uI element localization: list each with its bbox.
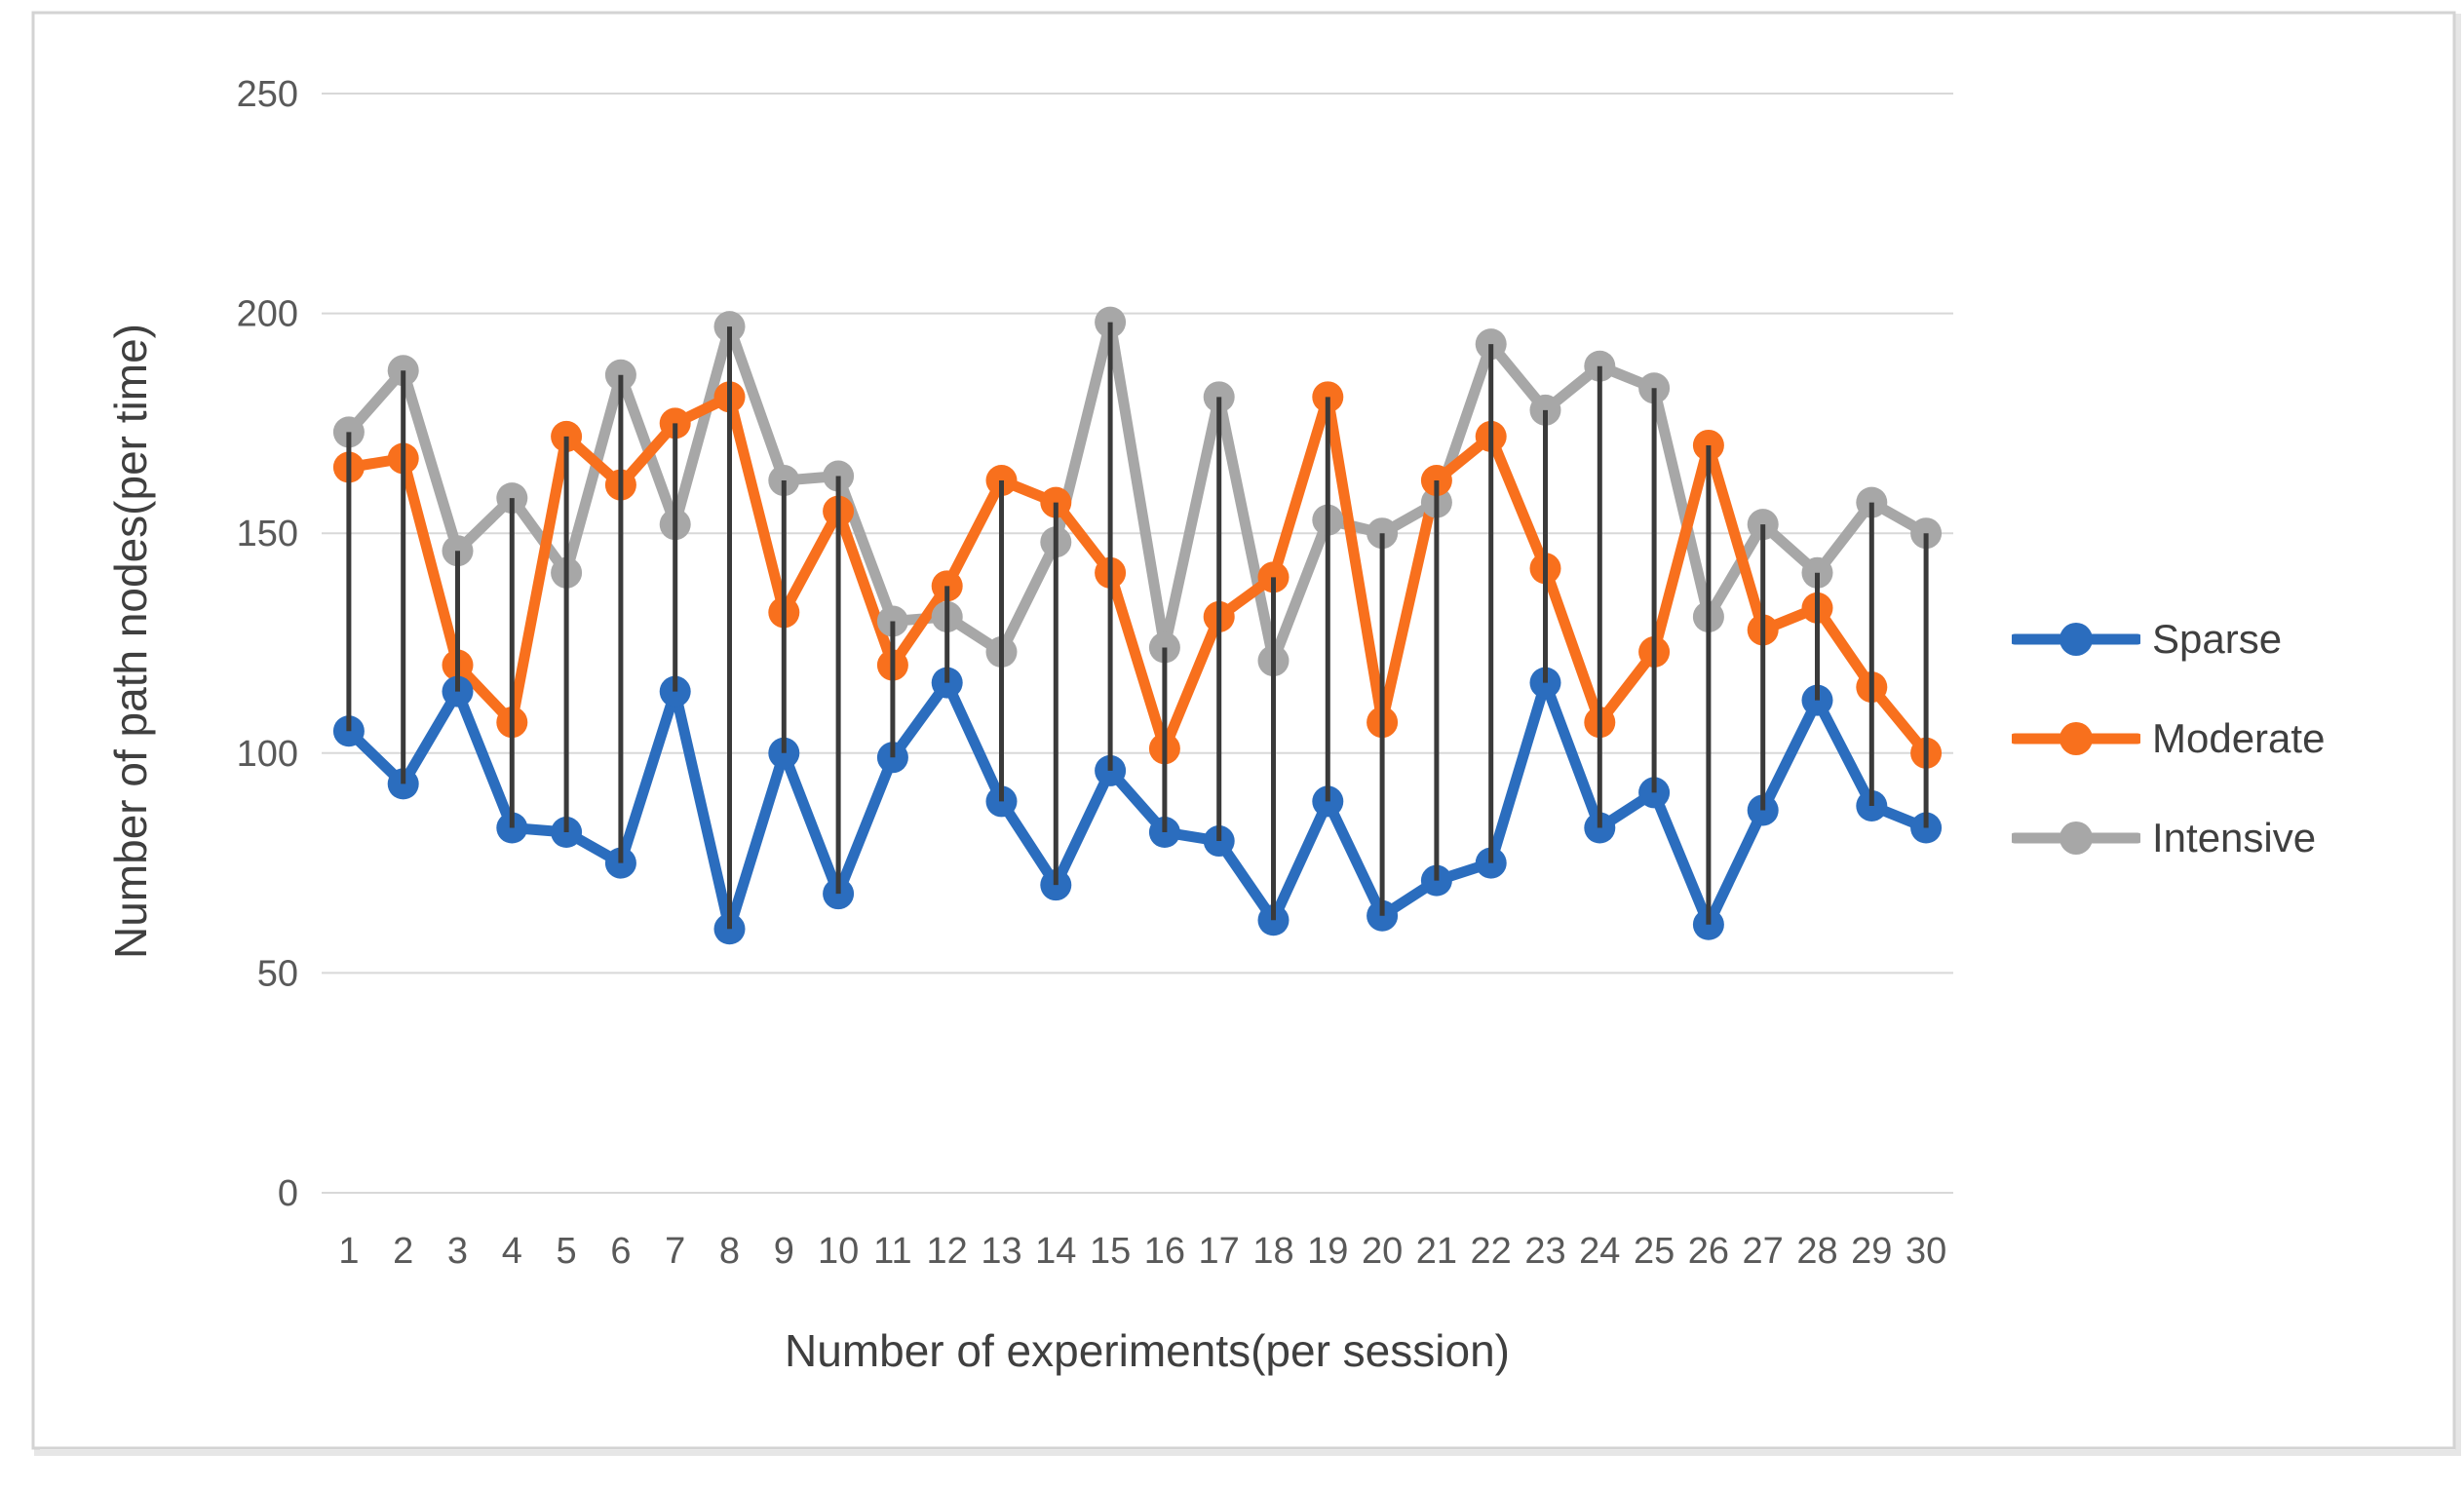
x-tick-label: 6 (610, 1231, 631, 1272)
x-tick-label: 1 (338, 1231, 359, 1272)
gridlines-layer (322, 93, 1953, 1194)
x-tick-label: 10 (818, 1231, 859, 1272)
x-tick-label: 25 (1634, 1231, 1675, 1272)
legend: Sparse Moderate Intensive (2012, 600, 2325, 877)
x-tick-label: 3 (447, 1231, 468, 1272)
y-tick-label: 150 (237, 514, 298, 554)
legend-item-moderate: Moderate (2012, 700, 2325, 778)
x-tick-label: 24 (1579, 1231, 1620, 1272)
legend-item-intensive: Intensive (2012, 799, 2325, 877)
x-tick-label: 19 (1307, 1231, 1348, 1272)
x-tick-label: 2 (393, 1231, 413, 1272)
high-low-lines-layer (346, 322, 1929, 930)
x-tick-label: 5 (557, 1231, 577, 1272)
x-tick-label: 27 (1743, 1231, 1784, 1272)
legend-swatch-moderate-icon (2012, 722, 2140, 755)
x-tick-label: 13 (981, 1231, 1021, 1272)
x-tick-label: 28 (1796, 1231, 1837, 1272)
x-tick-label: 14 (1035, 1231, 1076, 1272)
x-tick-label: 20 (1362, 1231, 1403, 1272)
x-tick-label: 4 (502, 1231, 522, 1272)
x-tick-label: 9 (774, 1231, 794, 1272)
x-axis-title: Number of experiments(per session) (785, 1325, 1510, 1376)
y-tick-label: 0 (278, 1173, 298, 1214)
x-tick-label: 18 (1252, 1231, 1293, 1272)
x-tick-label: 23 (1524, 1231, 1565, 1272)
x-tick-label: 30 (1906, 1231, 1946, 1272)
x-tick-label: 21 (1416, 1231, 1457, 1272)
legend-label-sparse: Sparse (2152, 616, 2283, 662)
x-tick-label: 22 (1471, 1231, 1512, 1272)
x-tick-label: 26 (1688, 1231, 1729, 1272)
x-tick-label: 12 (927, 1231, 968, 1272)
x-tick-label: 8 (719, 1231, 740, 1272)
y-tick-label: 250 (237, 74, 298, 115)
legend-item-sparse: Sparse (2012, 600, 2325, 678)
y-tick-label: 50 (257, 953, 298, 994)
y-axis-title: Number of path nodes(per time) (105, 324, 156, 959)
x-tick-label: 11 (873, 1231, 911, 1272)
series-line-intensive (343, 317, 1932, 667)
y-axis-tick-labels: 0 50 100 150 200 250 (237, 74, 298, 1214)
x-tick-label: 16 (1144, 1231, 1185, 1272)
legend-label-intensive: Intensive (2152, 815, 2317, 860)
y-tick-label: 200 (237, 294, 298, 335)
x-tick-label: 7 (665, 1231, 685, 1272)
legend-swatch-intensive-icon (2012, 821, 2140, 855)
x-axis-tick-labels: 1 2 3 4 5 6 7 8 9 10 11 12 13 14 15 16 17 18 19 20 21 22 23 24 2… (338, 1231, 1946, 1272)
x-tick-label: 15 (1090, 1231, 1131, 1272)
y-tick-label: 100 (237, 734, 298, 775)
legend-label-moderate: Moderate (2152, 715, 2326, 761)
legend-swatch-sparse-icon (2012, 623, 2140, 656)
x-tick-label: 29 (1851, 1231, 1892, 1272)
x-tick-label: 17 (1199, 1231, 1240, 1272)
